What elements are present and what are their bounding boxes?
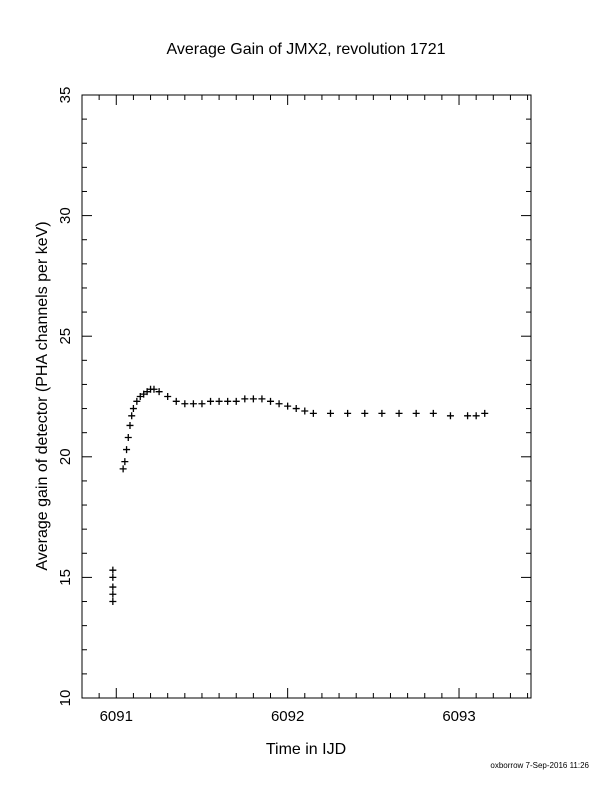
- data-point: [249, 395, 257, 403]
- data-point: [258, 395, 266, 403]
- data-point: [126, 421, 134, 429]
- data-point: [361, 409, 369, 417]
- x-axis-ticks: 6091 6092 6093: [81, 95, 529, 725]
- data-point: [129, 405, 137, 413]
- data-point: [172, 397, 180, 405]
- data-points: [109, 385, 489, 606]
- data-point: [241, 395, 249, 403]
- y-axis-label: Average gain of detector (PHA channels p…: [34, 221, 51, 570]
- data-point: [284, 402, 292, 410]
- data-point: [464, 412, 472, 420]
- data-point: [181, 400, 189, 408]
- data-point: [344, 409, 352, 417]
- data-point: [232, 397, 240, 405]
- data-point: [326, 409, 334, 417]
- data-point: [189, 400, 197, 408]
- data-point: [198, 400, 206, 408]
- data-point: [150, 385, 158, 393]
- plot-frame: [81, 94, 532, 699]
- data-point: [378, 409, 386, 417]
- y-axis-ticks: 10 15 20 25 30 35: [57, 87, 531, 707]
- data-point: [124, 434, 132, 442]
- data-point: [267, 397, 275, 405]
- data-point: [395, 409, 403, 417]
- data-point: [155, 388, 163, 396]
- y-tick-label: 30: [57, 207, 74, 224]
- data-point: [121, 458, 129, 466]
- data-point: [275, 400, 283, 408]
- y-tick-label: 10: [57, 690, 74, 707]
- y-tick-label: 25: [57, 328, 74, 345]
- data-point: [429, 409, 437, 417]
- x-tick-label: 6091: [100, 708, 133, 725]
- data-point: [119, 465, 127, 473]
- chart-title: Average Gain of JMX2, revolution 1721: [167, 41, 446, 58]
- data-point: [109, 583, 117, 591]
- y-tick-label: 20: [57, 448, 74, 465]
- data-point: [481, 409, 489, 417]
- x-axis-label: Time in IJD: [266, 741, 346, 758]
- data-point: [109, 590, 117, 598]
- y-tick-label: 35: [57, 87, 74, 104]
- y-tick-label: 15: [57, 569, 74, 586]
- credit-footer: oxborrow 7-Sep-2016 11:26: [490, 761, 589, 770]
- data-point: [446, 412, 454, 420]
- data-point: [207, 397, 215, 405]
- data-point: [224, 397, 232, 405]
- x-tick-label: 6092: [271, 708, 304, 725]
- x-tick-label: 6093: [442, 708, 475, 725]
- data-point: [109, 573, 117, 581]
- data-point: [109, 566, 117, 574]
- data-point: [301, 407, 309, 415]
- data-point: [215, 397, 223, 405]
- data-point: [412, 409, 420, 417]
- data-point: [133, 397, 141, 405]
- data-point: [292, 405, 300, 413]
- data-point: [164, 393, 172, 400]
- data-point: [309, 409, 317, 417]
- data-point: [109, 598, 117, 606]
- data-point: [123, 446, 131, 454]
- data-point: [472, 412, 480, 420]
- data-point: [128, 412, 136, 420]
